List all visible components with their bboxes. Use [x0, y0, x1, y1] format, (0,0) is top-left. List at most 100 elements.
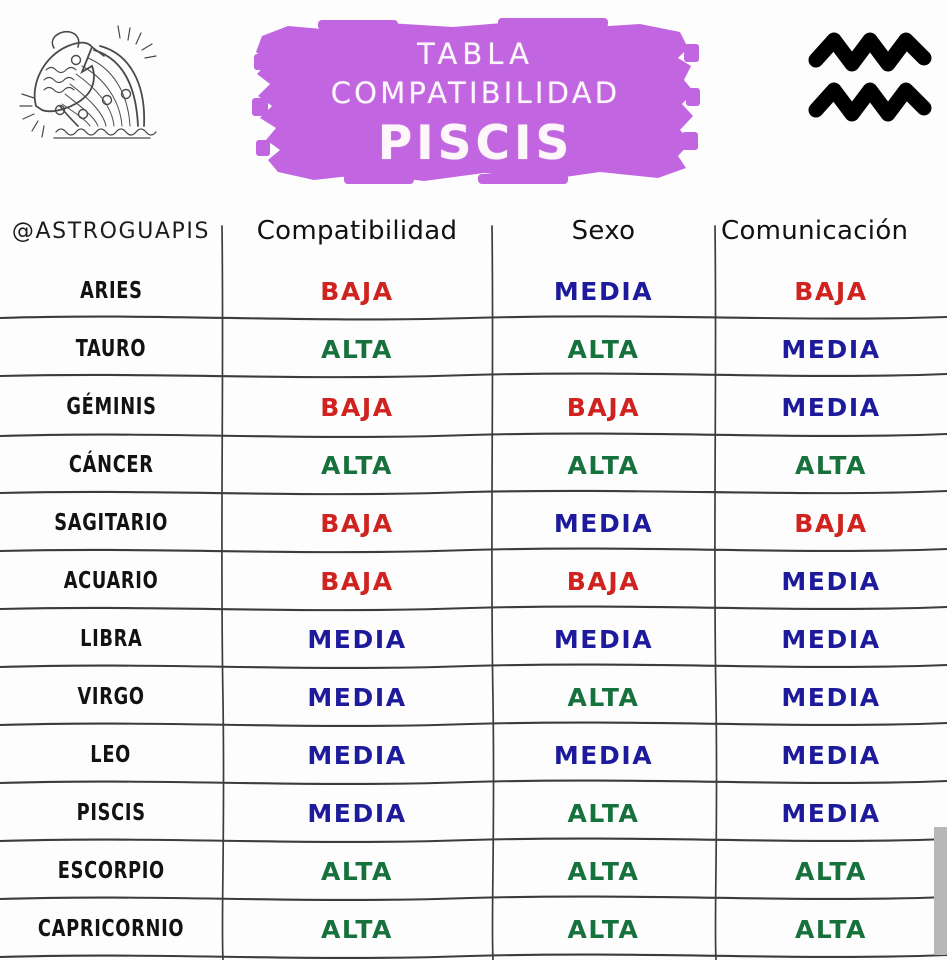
cell-sexo: ALTA: [492, 900, 715, 958]
table-row: TAURO ALTA ALTA MEDIA: [0, 320, 947, 378]
rating-value: MEDIA: [553, 508, 654, 538]
sign-label: GÉMINIS: [65, 394, 157, 420]
rating-value: ALTA: [320, 334, 393, 364]
cell-sign: ACUARIO: [0, 552, 222, 610]
rating-value: ALTA: [320, 856, 393, 886]
compatibility-table: @ASTROGUAPIS Compatibilidad Sexo Comunic…: [0, 200, 947, 960]
cell-compatibilidad: ALTA: [222, 842, 492, 900]
table-row: CÁNCER ALTA ALTA ALTA: [0, 436, 947, 494]
table-row: LEO MEDIA MEDIA MEDIA: [0, 726, 947, 784]
cell-compatibilidad: MEDIA: [222, 610, 492, 668]
table-body: @ASTROGUAPIS Compatibilidad Sexo Comunic…: [0, 200, 947, 958]
sign-label: VIRGO: [77, 684, 145, 710]
sign-label: ESCORPIO: [57, 858, 165, 884]
table-row: GÉMINIS BAJA BAJA MEDIA: [0, 378, 947, 436]
page-header: TABLA COMPATIBILIDAD PISCIS: [0, 0, 947, 200]
sign-label: CAPRICORNIO: [37, 916, 185, 942]
table-row: CAPRICORNIO ALTA ALTA ALTA: [0, 900, 947, 958]
cell-compatibilidad: ALTA: [222, 900, 492, 958]
cell-compatibilidad: BAJA: [222, 378, 492, 436]
sign-label: ACUARIO: [63, 568, 159, 594]
cell-sign: GÉMINIS: [0, 378, 222, 436]
sign-label: LIBRA: [79, 626, 143, 652]
rating-value: ALTA: [794, 914, 867, 944]
scrollbar-track[interactable]: [934, 200, 947, 960]
table-header-row: @ASTROGUAPIS Compatibilidad Sexo Comunic…: [0, 200, 947, 262]
cell-comunicacion: BAJA: [715, 262, 947, 320]
cell-comunicacion: MEDIA: [715, 668, 947, 726]
rating-value: BAJA: [794, 508, 868, 538]
rating-value: ALTA: [320, 450, 393, 480]
rating-value: BAJA: [794, 276, 868, 306]
cell-compatibilidad: ALTA: [222, 320, 492, 378]
column-header-label: Comunicación: [721, 216, 909, 246]
cell-comunicacion: BAJA: [715, 494, 947, 552]
cell-sign: CÁNCER: [0, 436, 222, 494]
cell-sign: SAGITARIO: [0, 494, 222, 552]
cell-compatibilidad: BAJA: [222, 552, 492, 610]
table-row: SAGITARIO BAJA MEDIA BAJA: [0, 494, 947, 552]
table-row: ARIES BAJA MEDIA BAJA: [0, 262, 947, 320]
cell-comunicacion: ALTA: [715, 900, 947, 958]
rating-value: BAJA: [320, 508, 394, 538]
rating-value: MEDIA: [553, 740, 654, 770]
cell-sexo: MEDIA: [492, 262, 715, 320]
cell-sexo: ALTA: [492, 668, 715, 726]
sign-label: TAURO: [75, 336, 147, 362]
sign-label: CÁNCER: [68, 452, 154, 478]
cell-sexo: ALTA: [492, 436, 715, 494]
cell-sign: CAPRICORNIO: [0, 900, 222, 958]
cell-compatibilidad: MEDIA: [222, 784, 492, 842]
cell-sign: ESCORPIO: [0, 842, 222, 900]
rating-value: BAJA: [566, 566, 641, 596]
table-rows-host: ARIES BAJA MEDIA BAJA TAURO ALTA ALTA MEDIA GÉMI…: [0, 262, 947, 958]
cell-comunicacion: ALTA: [715, 842, 947, 900]
scrollbar-thumb[interactable]: [934, 827, 947, 955]
column-header-comunicacion[interactable]: Comunicación: [715, 200, 947, 262]
cell-comunicacion: MEDIA: [715, 610, 947, 668]
sign-label: PISCIS: [76, 800, 146, 826]
cell-comunicacion: MEDIA: [715, 378, 947, 436]
rating-value: MEDIA: [781, 798, 881, 828]
banner-line-compatibilidad: COMPATIBILIDAD: [330, 76, 621, 110]
cell-compatibilidad: BAJA: [222, 494, 492, 552]
cell-compatibilidad: ALTA: [222, 436, 492, 494]
rating-value: BAJA: [320, 392, 394, 422]
cell-sexo: BAJA: [492, 552, 715, 610]
column-header-sign: @ASTROGUAPIS: [0, 200, 222, 262]
table-row: ESCORPIO ALTA ALTA ALTA: [0, 842, 947, 900]
banner-line-tabla: TABLA: [417, 37, 534, 71]
rating-value: MEDIA: [781, 624, 881, 654]
cell-comunicacion: MEDIA: [715, 552, 947, 610]
rating-value: MEDIA: [781, 392, 881, 422]
rating-value: MEDIA: [553, 276, 654, 306]
cell-sexo: ALTA: [492, 784, 715, 842]
cell-sexo: ALTA: [492, 842, 715, 900]
rating-value: ALTA: [794, 450, 867, 480]
column-header-compatibilidad[interactable]: Compatibilidad: [222, 200, 492, 262]
rating-value: MEDIA: [781, 682, 881, 712]
cell-comunicacion: MEDIA: [715, 784, 947, 842]
cell-sexo: MEDIA: [492, 610, 715, 668]
rating-value: MEDIA: [553, 624, 654, 654]
rating-value: ALTA: [567, 798, 640, 828]
rating-value: MEDIA: [307, 798, 407, 828]
rating-value: MEDIA: [307, 740, 407, 770]
rating-value: ALTA: [567, 682, 640, 712]
rating-value: ALTA: [320, 914, 393, 944]
banner-line-piscis: PISCIS: [377, 116, 574, 171]
cell-comunicacion: MEDIA: [715, 726, 947, 784]
rating-value: ALTA: [567, 914, 640, 944]
rating-value: BAJA: [320, 276, 394, 306]
cell-sign: LIBRA: [0, 610, 222, 668]
sign-label: LEO: [90, 742, 132, 768]
table-row: ACUARIO BAJA BAJA MEDIA: [0, 552, 947, 610]
cell-compatibilidad: BAJA: [222, 262, 492, 320]
cell-sign: TAURO: [0, 320, 222, 378]
cell-sign: LEO: [0, 726, 222, 784]
column-header-sexo[interactable]: Sexo: [492, 200, 715, 262]
cell-compatibilidad: MEDIA: [222, 726, 492, 784]
cell-sexo: MEDIA: [492, 494, 715, 552]
cell-sexo: BAJA: [492, 378, 715, 436]
